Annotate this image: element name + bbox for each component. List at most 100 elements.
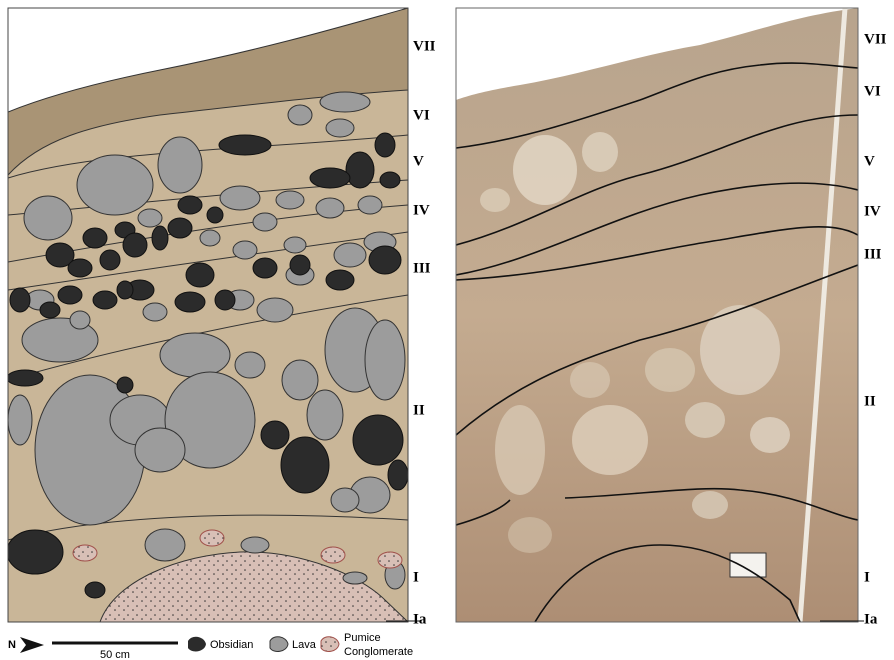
obsidian-clast bbox=[117, 377, 133, 393]
lava-clast bbox=[331, 488, 359, 512]
obsidian-label: Obsidian bbox=[210, 639, 253, 651]
lava-clast bbox=[257, 298, 293, 322]
rock bbox=[495, 405, 545, 495]
pumice-clast bbox=[321, 547, 345, 563]
lava-clast bbox=[276, 191, 304, 209]
obsidian-clast bbox=[100, 250, 120, 270]
lava-clast bbox=[158, 137, 202, 193]
north-card bbox=[730, 553, 766, 577]
lava-clast bbox=[343, 572, 367, 584]
obsidian-clast bbox=[168, 218, 192, 238]
obsidian-clast bbox=[290, 255, 310, 275]
rock bbox=[645, 348, 695, 392]
obsidian-clast bbox=[83, 228, 107, 248]
lava-clast bbox=[160, 333, 230, 377]
obsidian-clast bbox=[310, 168, 350, 188]
obsidian-clast bbox=[219, 135, 271, 155]
lava-clast bbox=[320, 92, 370, 112]
layer-label: VII bbox=[864, 31, 887, 47]
pumice-swatch bbox=[321, 637, 339, 652]
obsidian-clast bbox=[388, 460, 408, 490]
north-label: N bbox=[8, 639, 16, 651]
layer-label: Ia bbox=[864, 611, 878, 627]
lava-clast bbox=[145, 529, 185, 561]
obsidian-clast bbox=[7, 370, 43, 386]
layer-label: VI bbox=[413, 107, 430, 123]
pumice-clast bbox=[73, 545, 97, 561]
layer-label: I bbox=[864, 569, 870, 585]
obsidian-clast bbox=[207, 207, 223, 223]
lava-clast bbox=[200, 230, 220, 246]
lava-clast bbox=[235, 352, 265, 378]
obsidian-clast bbox=[178, 196, 202, 214]
layer-label: IV bbox=[864, 203, 881, 219]
layer-label: VII bbox=[413, 38, 436, 54]
lava-swatch bbox=[270, 637, 288, 652]
lava-clast bbox=[241, 537, 269, 553]
rock bbox=[685, 402, 725, 438]
obsidian-clast bbox=[346, 152, 374, 188]
figure: VIIVIVIVIIIIIIIaVIIVIVIVIIIIIIIa N 50 cm… bbox=[0, 0, 894, 660]
obsidian-clast bbox=[353, 415, 403, 465]
obsidian-clast bbox=[10, 288, 30, 312]
lava-clast bbox=[284, 237, 306, 253]
layer-label: VI bbox=[864, 83, 881, 99]
obsidian-clast bbox=[326, 270, 354, 290]
pumice-clast bbox=[200, 530, 224, 546]
obsidian-clast bbox=[85, 582, 105, 598]
obsidian-swatch bbox=[188, 637, 206, 652]
lava-clast bbox=[143, 303, 167, 321]
obsidian-clast bbox=[281, 437, 329, 493]
obsidian-clast bbox=[369, 246, 401, 274]
lava-clast bbox=[365, 320, 405, 400]
lava-label: Lava bbox=[292, 639, 317, 651]
lava-clast bbox=[24, 196, 72, 240]
pumice-label: Conglomerate bbox=[344, 646, 413, 658]
obsidian-clast bbox=[68, 259, 92, 277]
layer-label: III bbox=[864, 246, 882, 262]
lava-clast bbox=[307, 390, 343, 440]
pumice-clast bbox=[378, 552, 402, 568]
lava-clast bbox=[253, 213, 277, 231]
rock bbox=[750, 417, 790, 453]
lava-clast bbox=[77, 155, 153, 215]
layer-label: V bbox=[413, 153, 424, 169]
obsidian-clast bbox=[123, 233, 147, 257]
lava-clast bbox=[316, 198, 344, 218]
obsidian-clast bbox=[375, 133, 395, 157]
obsidian-clast bbox=[215, 290, 235, 310]
layer-label: II bbox=[864, 393, 876, 409]
layer-label: IV bbox=[413, 202, 430, 218]
rock bbox=[513, 135, 577, 205]
rock bbox=[570, 362, 610, 398]
layer-label: V bbox=[864, 153, 875, 169]
lava-clast bbox=[334, 243, 366, 267]
lava-clast bbox=[326, 119, 354, 137]
section-drawing bbox=[7, 8, 408, 622]
layer-label: Ia bbox=[413, 611, 427, 627]
obsidian-clast bbox=[58, 286, 82, 304]
obsidian-clast bbox=[40, 302, 60, 318]
lava-clast bbox=[135, 428, 185, 472]
lava-clast bbox=[8, 395, 32, 445]
north-arrow bbox=[20, 637, 44, 653]
rock bbox=[572, 405, 648, 475]
lava-clast bbox=[233, 241, 257, 259]
section-photo bbox=[456, 8, 858, 622]
lava-clast bbox=[70, 311, 90, 329]
rock bbox=[480, 188, 510, 212]
lava-clast bbox=[358, 196, 382, 214]
obsidian-clast bbox=[261, 421, 289, 449]
lava-clast bbox=[282, 360, 318, 400]
obsidian-clast bbox=[253, 258, 277, 278]
obsidian-clast bbox=[380, 172, 400, 188]
rock bbox=[582, 132, 618, 172]
obsidian-clast bbox=[7, 530, 63, 574]
layer-label: III bbox=[413, 260, 431, 276]
obsidian-clast bbox=[93, 291, 117, 309]
rock bbox=[692, 491, 728, 519]
obsidian-clast bbox=[152, 226, 168, 250]
pumice-label: Pumice bbox=[344, 632, 381, 644]
obsidian-clast bbox=[175, 292, 205, 312]
lava-clast bbox=[220, 186, 260, 210]
